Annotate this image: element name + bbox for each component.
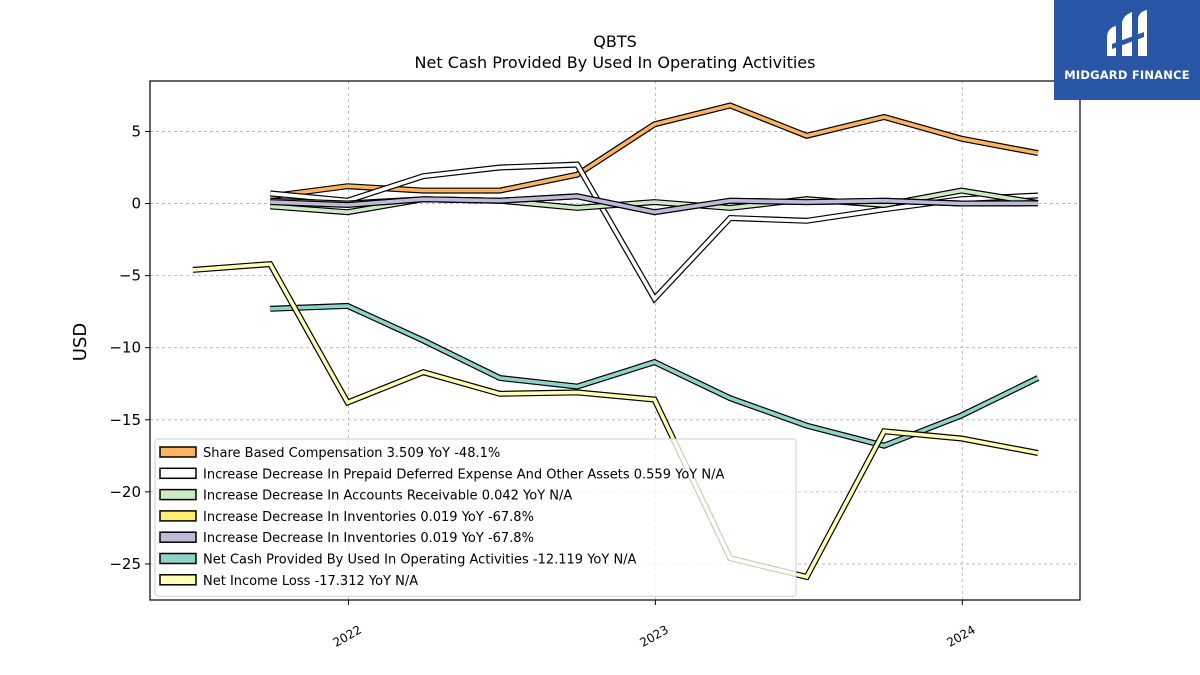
series-outline bbox=[269, 102, 1039, 200]
legend-label: Increase Decrease In Prepaid Deferred Ex… bbox=[203, 467, 724, 482]
series-outline bbox=[269, 161, 1039, 304]
brand-logo: MIDGARD FINANCE bbox=[1054, 0, 1200, 100]
legend-label: Increase Decrease In Inventories 0.019 Y… bbox=[203, 510, 534, 525]
series-line bbox=[270, 162, 1039, 302]
series-outline bbox=[270, 302, 1040, 449]
legend-swatch bbox=[159, 467, 197, 480]
x-tick-label: 2024 bbox=[944, 622, 977, 649]
series-line bbox=[270, 304, 1039, 448]
y-tick-label: 5 bbox=[131, 122, 141, 140]
series-line bbox=[269, 103, 1039, 199]
legend-label: Net Income Loss -17.312 YoY N/A bbox=[203, 574, 418, 589]
brand-name: MIDGARD FINANCE bbox=[1064, 68, 1190, 82]
brand-mark-icon bbox=[1107, 10, 1147, 56]
chart-subtitle: Net Cash Provided By Used In Operating A… bbox=[415, 53, 816, 72]
legend: Share Based Compensation 3.509 YoY -48.1… bbox=[154, 438, 797, 597]
y-tick-label: −15 bbox=[109, 411, 141, 429]
legend-swatch bbox=[159, 552, 197, 565]
legend-swatch bbox=[159, 488, 197, 501]
legend-label: Increase Decrease In Inventories 0.019 Y… bbox=[203, 531, 534, 546]
y-tick-label: 0 bbox=[131, 195, 141, 213]
series-line bbox=[270, 194, 1039, 215]
legend-box bbox=[154, 438, 797, 597]
y-tick-label: −10 bbox=[109, 339, 141, 357]
plot-frame bbox=[149, 80, 1081, 601]
legend-label: Share Based Compensation 3.509 YoY -48.1… bbox=[203, 446, 500, 461]
legend-swatch bbox=[159, 446, 197, 458]
legend-swatch bbox=[159, 531, 197, 543]
x-tick-label: 2023 bbox=[637, 622, 670, 649]
chart-title: QBTS bbox=[593, 32, 637, 51]
y-tick-label: −20 bbox=[109, 483, 141, 501]
y-axis-label: USD bbox=[70, 323, 91, 361]
legend-label: Increase Decrease In Accounts Receivable… bbox=[203, 489, 572, 504]
legend-label: Net Cash Provided By Used In Operating A… bbox=[203, 553, 637, 568]
series-lines bbox=[192, 102, 1040, 581]
y-tick-label: −5 bbox=[119, 267, 141, 285]
x-tick-label: 2022 bbox=[330, 622, 363, 649]
legend-swatch bbox=[159, 510, 197, 522]
y-tick-label: −25 bbox=[109, 555, 141, 573]
series-line bbox=[192, 262, 1039, 579]
legend-swatch bbox=[159, 574, 197, 586]
